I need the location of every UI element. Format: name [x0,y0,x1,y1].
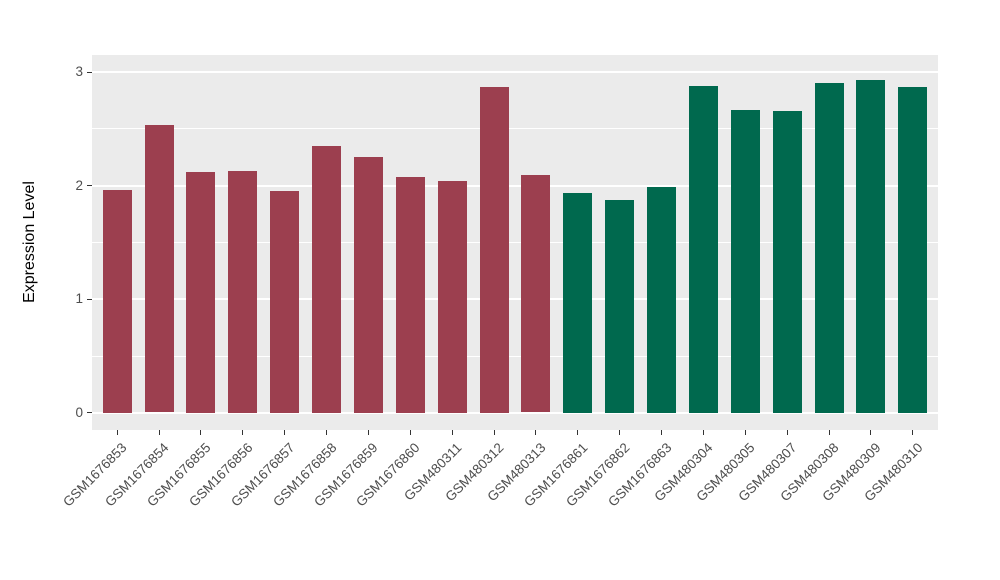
bar [731,110,760,413]
x-tick-mark [367,430,369,435]
bar [396,177,425,413]
x-tick-mark [326,430,328,435]
x-tick-mark [661,430,663,435]
gridline-major [92,184,938,187]
bar [145,125,174,412]
x-tick-mark [493,430,495,435]
y-tick-mark [87,71,92,73]
x-tick-mark [577,430,579,435]
bar [270,191,299,413]
bar [480,87,509,413]
gridline-major [92,411,938,414]
x-tick-mark [200,430,202,435]
gridline-major [92,71,938,74]
bar [773,111,802,413]
bar [521,175,550,412]
bar [312,146,341,413]
y-tick-mark [87,185,92,187]
gridline-major [92,298,938,301]
bar [689,86,718,413]
x-tick-mark [451,430,453,435]
y-tick-mark [87,412,92,414]
plot-area [92,55,938,430]
bar [354,157,383,413]
y-axis-title: Expression Level [21,181,38,303]
bar [856,80,885,413]
x-tick-mark [409,430,411,435]
bar [647,187,676,413]
bar [438,181,467,413]
bar [898,87,927,413]
y-tick-label: 3 [75,64,83,80]
x-tick-mark [744,430,746,435]
x-tick-mark [702,430,704,435]
x-tick-mark [786,430,788,435]
bar [563,193,592,413]
y-tick-label: 1 [75,291,83,307]
x-tick-mark [870,430,872,435]
bar [228,171,257,413]
x-tick-mark [284,430,286,435]
gridline-minor [92,242,938,243]
bar [103,190,132,413]
x-tick-label: GSM480310 [861,440,926,505]
x-tick-mark [912,430,914,435]
bar [186,172,215,413]
gridline-minor [92,128,938,130]
y-tick-label: 0 [75,404,83,420]
x-tick-mark [535,430,537,435]
gridline-minor [92,355,938,357]
x-tick-mark [158,430,160,435]
y-tick-label: 2 [75,177,83,193]
bar [605,200,634,413]
x-tick-mark [828,430,830,435]
x-tick-mark [242,430,244,435]
bar [815,83,844,413]
x-tick-mark [116,430,118,435]
x-tick-mark [619,430,621,435]
y-tick-mark [87,298,92,300]
